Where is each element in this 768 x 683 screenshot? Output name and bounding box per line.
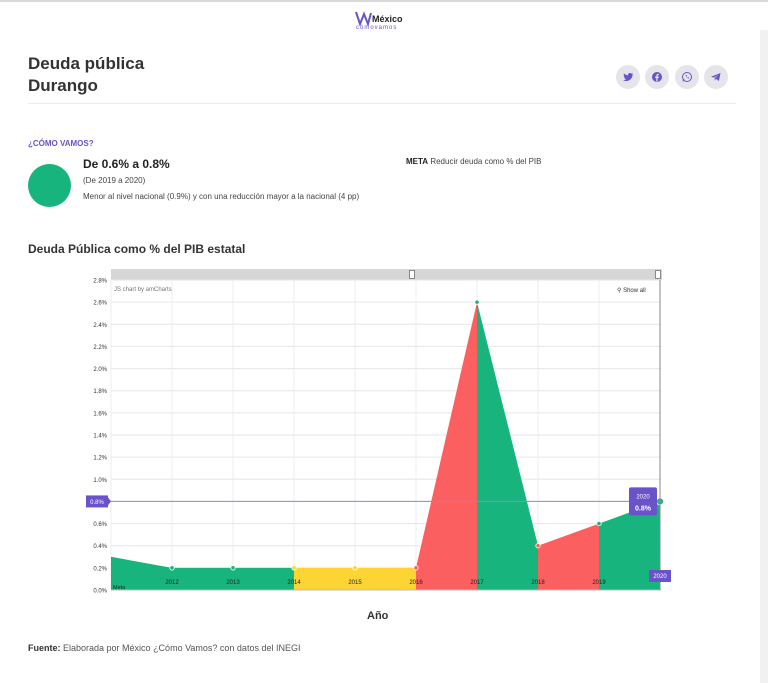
- y-tick-label: 0.0%: [93, 589, 107, 595]
- page-title: Deuda pública: [28, 54, 145, 73]
- tooltip-year: 2020: [636, 494, 650, 500]
- period-text: (De 2019 a 2020): [83, 176, 146, 185]
- header-divider: [28, 103, 736, 104]
- meta-goal: META Reducir deuda como % del PIB: [406, 157, 541, 166]
- top-border: [0, 0, 768, 2]
- source-note: Fuente: Elaborada por México ¿Cómo Vamos…: [28, 643, 300, 653]
- y-tick-label: 1.2%: [93, 456, 107, 462]
- twitter-button[interactable]: [616, 65, 640, 89]
- tooltip-box: [629, 487, 657, 516]
- y-tick-label: 2.0%: [93, 367, 107, 373]
- y-tick-label: 0.6%: [93, 522, 107, 528]
- x-tick-label: 2016: [409, 580, 423, 586]
- scrollbar-end-grip[interactable]: [655, 270, 661, 279]
- x-tick-label: 2015: [348, 580, 362, 586]
- y-tick-label: 2.8%: [93, 279, 107, 285]
- logo-text: México: [372, 14, 403, 24]
- status-indicator: [28, 164, 71, 207]
- y-tick-label: 0.4%: [93, 544, 107, 550]
- y-tick-label: 2.6%: [93, 301, 107, 307]
- data-point: [474, 299, 480, 305]
- area-segment: [111, 556, 172, 590]
- data-point: [291, 565, 297, 571]
- area-segment: [294, 567, 355, 590]
- y-tick-label: 2.4%: [93, 323, 107, 329]
- show-all-button[interactable]: ⚲ Show all: [617, 287, 646, 294]
- chart-scrollbar[interactable]: [111, 269, 662, 280]
- x-tick-label: 2012: [165, 580, 179, 586]
- whatsapp-button[interactable]: [675, 65, 699, 89]
- data-point: [169, 565, 175, 571]
- meta-line-label: 0.8%: [90, 500, 104, 506]
- area-segment: [416, 302, 477, 590]
- meta-line-label-bg: [86, 495, 108, 508]
- x-tick-label: 2013: [226, 580, 240, 586]
- twitter-icon: [623, 72, 634, 82]
- x-tick-label: 2018: [531, 580, 545, 586]
- facebook-icon: [652, 72, 662, 82]
- tooltip-value: 0.8%: [635, 505, 652, 512]
- meta-line-label-pointer: [108, 497, 111, 506]
- scrollbar[interactable]: [760, 30, 768, 683]
- area-segment: [172, 567, 233, 590]
- area-segment: [233, 567, 294, 590]
- logo-subtext: cómovamos: [356, 25, 398, 31]
- zoom-icon: ⚲: [617, 288, 622, 294]
- data-point: [413, 565, 419, 571]
- data-point: [230, 565, 236, 571]
- y-tick-label: 1.0%: [93, 478, 107, 484]
- facebook-button[interactable]: [645, 65, 669, 89]
- x-tick-label: 2014: [287, 580, 301, 586]
- page-subtitle-state: Durango: [28, 76, 98, 95]
- y-tick-label: 1.8%: [93, 389, 107, 395]
- x-tick-label: 2019: [592, 580, 606, 586]
- x-axis-title: Año: [367, 610, 389, 622]
- meta-label: META: [406, 157, 429, 166]
- logo-mark-icon: [355, 11, 372, 26]
- show-all-label: Show all: [623, 288, 646, 294]
- meta-text: Reducir deuda como % del PIB: [430, 157, 542, 166]
- telegram-button[interactable]: [704, 65, 728, 89]
- area-segment: [538, 523, 599, 590]
- y-tick-label: 2.2%: [93, 345, 107, 351]
- source-label: Fuente:: [28, 643, 61, 653]
- data-point: [596, 520, 602, 527]
- range-value: De 0.6% a 0.8%: [83, 157, 170, 171]
- mexico-como-vamos-logo[interactable]: México cómovamos: [354, 10, 414, 34]
- telegram-icon: [711, 73, 721, 81]
- chart-title: Deuda Pública como % del PIB estatal: [28, 242, 246, 256]
- source-text: Elaborada por México ¿Cómo Vamos? con da…: [63, 643, 301, 653]
- section-label: ¿CÓMO VAMOS?: [28, 139, 94, 148]
- data-point: [535, 543, 541, 549]
- scrollbar-start-grip[interactable]: [409, 270, 415, 279]
- whatsapp-icon: [682, 72, 692, 82]
- x-tick-label: 2017: [470, 580, 484, 586]
- amcharts-credit[interactable]: JS chart by amCharts: [114, 287, 172, 293]
- meta-axis-label: Meta: [113, 585, 126, 591]
- y-tick-label: 1.6%: [93, 411, 107, 417]
- area-segment: [599, 501, 660, 590]
- y-tick-label: 0.2%: [93, 566, 107, 572]
- area-segment: [355, 567, 416, 590]
- cursor-label: 2020: [653, 574, 667, 580]
- data-point: [352, 565, 358, 571]
- cursor-label-bg: [649, 570, 671, 582]
- comparison-text: Menor al nivel nacional (0.9%) y con una…: [83, 192, 360, 201]
- area-segment: [477, 302, 538, 590]
- y-tick-label: 1.4%: [93, 434, 107, 440]
